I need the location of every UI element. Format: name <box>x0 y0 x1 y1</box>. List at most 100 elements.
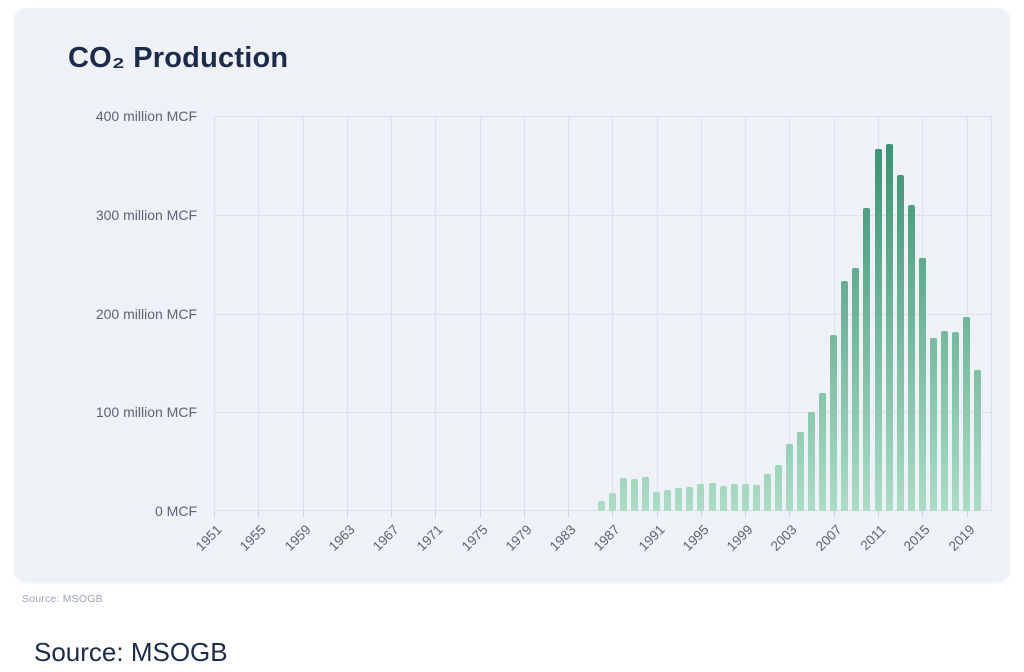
v-gridline <box>479 116 481 511</box>
v-gridline <box>258 116 260 511</box>
bar-2006[interactable] <box>819 392 827 511</box>
bar-2016[interactable] <box>929 338 937 511</box>
bar-2015[interactable] <box>918 258 926 511</box>
bar-2007[interactable] <box>830 335 838 511</box>
v-gridline <box>391 116 393 511</box>
v-gridline <box>302 116 304 511</box>
x-tick-label: 1955 <box>237 522 269 554</box>
bar-2017[interactable] <box>940 331 948 511</box>
axis-tick <box>302 511 304 517</box>
v-gridline <box>346 116 348 511</box>
x-tick-label: 2003 <box>768 522 801 554</box>
v-gridline <box>833 116 835 511</box>
y-tick-label: 100 million MCF <box>95 404 197 421</box>
bar-1997[interactable] <box>719 486 727 511</box>
v-gridline <box>214 116 215 511</box>
axis-tick <box>922 511 924 517</box>
bar-2004[interactable] <box>797 432 805 511</box>
x-tick-label: 1987 <box>591 522 624 554</box>
axis-tick <box>656 511 658 517</box>
axis-tick <box>833 511 835 517</box>
v-gridline <box>745 116 747 511</box>
bar-2005[interactable] <box>808 412 816 511</box>
bar-2012[interactable] <box>885 143 893 511</box>
bar-2019[interactable] <box>963 317 971 511</box>
h-gridline <box>214 116 992 117</box>
bar-2003[interactable] <box>785 443 793 511</box>
h-gridline <box>214 412 992 414</box>
bar-2010[interactable] <box>863 207 871 511</box>
bar-2011[interactable] <box>874 148 882 511</box>
bar-1995[interactable] <box>697 484 705 511</box>
axis-tick <box>258 511 260 517</box>
x-tick-label: 1959 <box>281 522 314 554</box>
v-gridline <box>523 116 525 511</box>
bar-1986[interactable] <box>597 501 605 511</box>
axis-tick <box>523 511 525 517</box>
x-tick-label: 1979 <box>502 522 535 554</box>
bar-2018[interactable] <box>951 332 959 511</box>
v-gridline <box>966 116 968 511</box>
axis-tick <box>435 511 437 517</box>
axis-tick <box>612 511 614 517</box>
axis-tick <box>966 511 968 517</box>
h-gridline <box>214 313 992 315</box>
v-gridline <box>612 116 614 511</box>
bar-1990[interactable] <box>642 477 650 511</box>
axis-tick <box>391 511 393 517</box>
bar-1989[interactable] <box>631 479 639 511</box>
bar-1987[interactable] <box>608 493 616 511</box>
y-tick-label: 300 million MCF <box>95 206 197 223</box>
bar-2020[interactable] <box>974 369 982 511</box>
bar-2000[interactable] <box>752 485 760 511</box>
chart-plot-area <box>214 116 992 517</box>
y-axis-labels: 400 million MCF 300 million MCF 200 millio… <box>34 108 197 519</box>
chart-card: CO₂ Production 400 million MCF 300 millio… <box>14 8 1010 582</box>
x-tick-label: 1971 <box>414 522 446 554</box>
chart-title: CO₂ Production <box>68 42 289 74</box>
card-source-note: Source: MSOGB <box>22 593 103 605</box>
v-gridline <box>789 116 791 511</box>
bar-1994[interactable] <box>686 487 694 511</box>
bar-1996[interactable] <box>708 483 716 511</box>
y-tick-label: 0 MCF <box>155 503 197 519</box>
x-tick-label: 1975 <box>458 522 491 554</box>
axis-tick <box>214 511 215 517</box>
x-tick-label: 1967 <box>369 522 402 554</box>
y-tick-label: 400 million MCF <box>95 108 197 124</box>
y-tick-label: 200 million MCF <box>95 305 197 322</box>
bar-2013[interactable] <box>896 175 904 511</box>
bar-1993[interactable] <box>675 488 683 511</box>
x-tick-label: 1991 <box>635 522 668 554</box>
axis-tick <box>568 511 570 517</box>
axis-tick <box>479 511 481 517</box>
bar-2014[interactable] <box>907 204 915 511</box>
bar-1998[interactable] <box>730 484 738 511</box>
axis-tick <box>700 511 702 517</box>
x-tick-label: 2015 <box>901 522 933 554</box>
bar-1988[interactable] <box>619 478 627 511</box>
x-tick-label: 2019 <box>945 522 978 554</box>
bar-2009[interactable] <box>852 268 860 511</box>
x-tick-label: 2011 <box>857 522 889 554</box>
bar-2002[interactable] <box>774 464 782 511</box>
plot-right-edge <box>991 116 992 511</box>
axis-tick <box>745 511 747 517</box>
axis-tick <box>789 511 791 517</box>
v-gridline <box>656 116 658 511</box>
x-tick-label: 1951 <box>192 522 225 554</box>
x-tick-label: 1999 <box>723 522 756 554</box>
bar-2001[interactable] <box>763 474 771 511</box>
bar-2008[interactable] <box>841 280 849 511</box>
x-tick-label: 1963 <box>325 522 358 554</box>
h-gridline <box>214 214 992 216</box>
x-tick-label: 2007 <box>812 522 845 554</box>
v-gridline <box>435 116 437 511</box>
v-gridline <box>568 116 570 511</box>
bar-1999[interactable] <box>741 484 749 511</box>
axis-tick <box>878 511 879 517</box>
bar-1991[interactable] <box>653 492 661 511</box>
bar-1992[interactable] <box>664 490 672 511</box>
page-caption: Source: MSOGB <box>34 637 228 667</box>
